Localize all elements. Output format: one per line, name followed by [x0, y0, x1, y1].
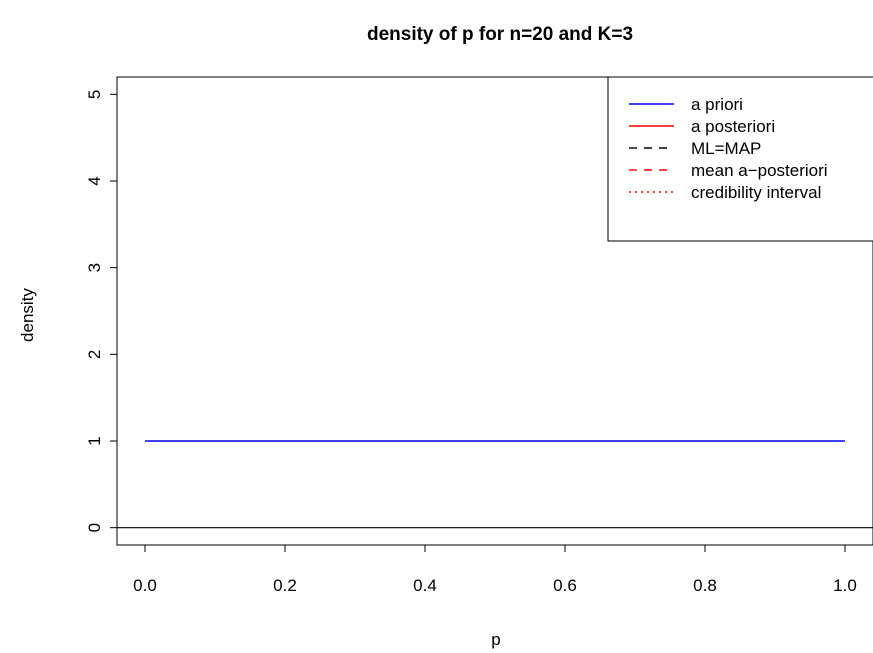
- y-axis-label: density: [18, 288, 37, 342]
- x-axis-label: p: [491, 630, 500, 649]
- plot-area: [117, 440, 873, 529]
- y-tick-label: 4: [85, 176, 104, 185]
- legend-label-1: a posteriori: [691, 117, 775, 136]
- legend-label-2: ML=MAP: [691, 139, 761, 158]
- x-tick-label: 0.4: [413, 576, 437, 595]
- x-tick-label: 0.6: [553, 576, 577, 595]
- y-axis: 0 1 2 3 4 5: [85, 90, 118, 532]
- y-tick-label: 0: [85, 523, 104, 532]
- y-tick-label: 1: [85, 436, 104, 445]
- x-axis: 0.0 0.2 0.4 0.6 0.8 1.0: [133, 544, 857, 595]
- legend-label-3: mean a−posteriori: [691, 161, 828, 180]
- y-tick-label: 5: [85, 90, 104, 99]
- legend-label-0: a priori: [691, 95, 743, 114]
- legend-label-4: credibility interval: [691, 183, 821, 202]
- y-tick-label: 2: [85, 350, 104, 359]
- x-tick-label: 0.2: [273, 576, 297, 595]
- x-tick-label: 0.0: [133, 576, 157, 595]
- x-tick-label: 1.0: [833, 576, 857, 595]
- legend: a priori a posteriori ML=MAP mean a−posteri…: [607, 76, 873, 242]
- chart-title: density of p for n=20 and K=3: [367, 24, 633, 45]
- x-tick-label: 0.8: [693, 576, 717, 595]
- y-tick-label: 3: [85, 263, 104, 272]
